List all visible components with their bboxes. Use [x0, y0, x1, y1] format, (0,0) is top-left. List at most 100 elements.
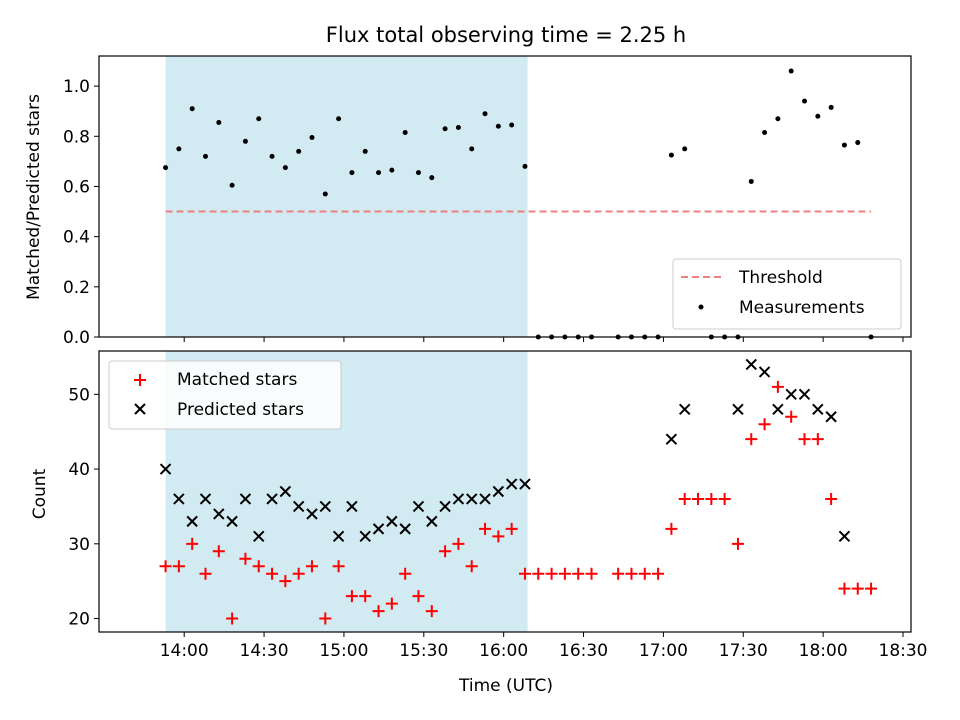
ratio-y-tick-label: 0.6: [63, 177, 90, 197]
x-tick-label: 17:30: [719, 641, 768, 661]
matched-star-marker: [159, 560, 172, 573]
measurement-point: [176, 146, 182, 152]
measurement-point: [309, 135, 315, 141]
predicted-star-marker: [785, 388, 797, 401]
predicted-star-marker: [838, 530, 851, 543]
ratio-y-axis-label: Matched/Predicted stars: [24, 94, 44, 300]
matched-star-marker: [199, 567, 212, 580]
matched-star-marker: [692, 492, 705, 505]
ratio-y-tick-label: 0.8: [63, 127, 90, 147]
matched-star-marker: [239, 552, 252, 565]
predicted-star-marker: [466, 493, 478, 505]
measurement-point: [282, 165, 288, 171]
matched-star-marker: [505, 522, 518, 535]
predicted-star-marker: [665, 433, 678, 445]
matched-star-marker: [865, 582, 878, 595]
measurement-point: [429, 175, 435, 181]
matched-star-marker: [785, 410, 798, 423]
matched-star-marker: [172, 560, 185, 573]
measurement-point: [269, 153, 275, 159]
predicted-star-marker: [772, 403, 784, 416]
predicted-star-marker: [678, 403, 691, 416]
predicted-star-marker: [199, 493, 212, 505]
predicted-star-marker: [292, 500, 305, 513]
predicted-star-marker: [412, 500, 425, 513]
matched-star-marker: [625, 567, 638, 580]
x-tick-label: 18:30: [879, 641, 928, 661]
predicted-star-marker: [253, 530, 265, 543]
count-y-tick-label: 50: [68, 385, 90, 405]
matched-legend-marker: [134, 374, 146, 386]
measurement-point: [415, 170, 421, 176]
x-tick-label: 14:00: [160, 641, 209, 661]
predicted-star-marker: [732, 403, 744, 416]
x-tick-label: 16:30: [559, 641, 608, 661]
measurement-point: [202, 153, 208, 159]
predicted-star-marker: [439, 500, 451, 513]
measurement-point: [389, 167, 395, 173]
measurement-point: [802, 98, 808, 104]
measurement-point: [815, 113, 821, 119]
matched-star-marker: [585, 567, 598, 580]
matched-star-marker: [399, 567, 412, 580]
predicted-star-marker: [745, 358, 757, 371]
measurement-point: [828, 104, 834, 110]
predicted-star-marker: [479, 493, 491, 505]
ratio-y-tick-label: 0.4: [63, 228, 90, 248]
matched-star-marker: [745, 433, 758, 446]
measurement-point: [442, 126, 448, 132]
predicted-star-marker: [173, 493, 185, 505]
predicted-star-marker: [159, 463, 172, 475]
matched-star-marker: [266, 567, 279, 580]
predicted-star-marker: [266, 493, 278, 505]
measurements-legend-marker: [698, 304, 704, 310]
matched-star-marker: [279, 575, 292, 588]
matched-star-marker: [851, 582, 864, 595]
predicted-star-marker: [332, 530, 345, 543]
measurements-legend-label: Measurements: [739, 298, 865, 318]
count-y-axis-label: Count: [30, 468, 50, 519]
measurement-point: [455, 125, 461, 131]
predicted-star-marker: [519, 478, 531, 490]
matched-star-marker: [465, 560, 478, 573]
measurement-point: [682, 146, 688, 152]
count-plot-area: [159, 351, 878, 632]
predicted-star-marker: [505, 478, 518, 490]
count-y-tick-label: 30: [68, 535, 90, 555]
predicted-star-marker: [812, 403, 824, 416]
matched-star-marker: [372, 605, 385, 618]
predicted-star-marker: [426, 515, 438, 528]
predicted-star-marker: [346, 500, 358, 513]
matched-star-marker: [532, 567, 545, 580]
measurement-point: [522, 163, 528, 169]
matched-star-marker: [718, 492, 731, 505]
matched-star-marker: [439, 545, 452, 558]
matched-star-marker: [572, 567, 585, 580]
predicted-star-marker: [758, 366, 771, 378]
matched-star-marker: [359, 590, 372, 603]
measurement-point: [841, 142, 847, 148]
matched-star-marker: [425, 605, 438, 618]
matched-star-marker: [332, 560, 345, 573]
predicted-star-marker: [359, 530, 371, 543]
measurement-point: [482, 111, 488, 117]
matched-star-marker: [292, 567, 305, 580]
matched-star-marker: [731, 537, 744, 550]
matched-star-marker: [771, 380, 784, 393]
ratio-plot-area: [163, 56, 874, 340]
ratio-legend: Threshold Measurements: [672, 258, 902, 330]
predicted-star-marker: [798, 388, 811, 401]
measurement-point: [788, 68, 794, 74]
predicted-star-marker: [239, 493, 252, 505]
ratio-y-tick-label: 0.2: [63, 278, 90, 298]
predicted-star-marker: [825, 411, 837, 423]
measurement-point: [229, 182, 235, 188]
matched-star-marker: [705, 492, 718, 505]
matched-star-marker: [305, 560, 318, 573]
measurement-point: [216, 119, 222, 125]
measurement-point: [775, 116, 781, 122]
matched-star-marker: [545, 567, 558, 580]
matched-star-marker: [518, 567, 531, 580]
predicted-star-marker: [399, 523, 411, 535]
